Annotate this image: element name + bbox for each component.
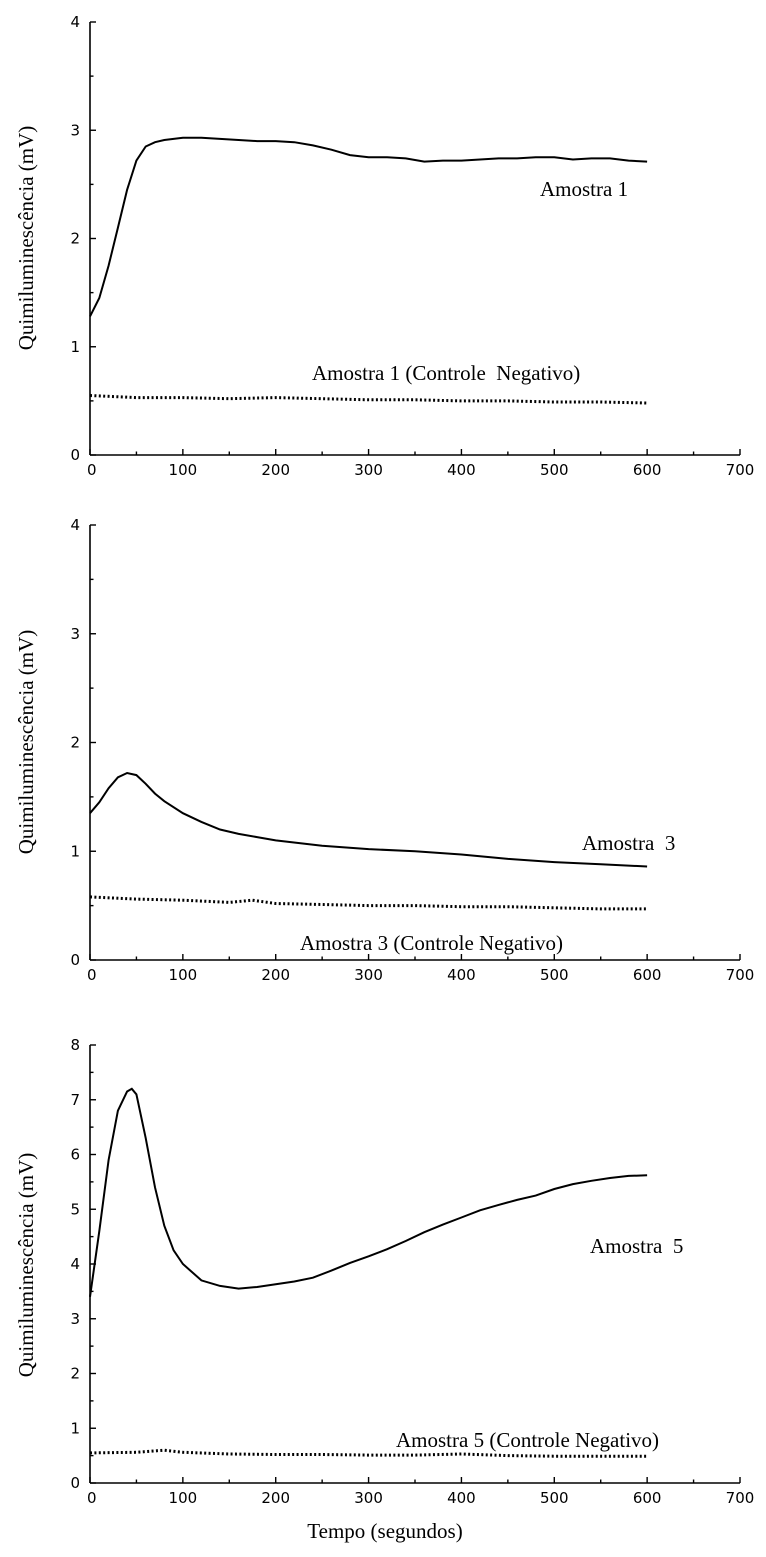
y-tick-label: 3 [70, 625, 80, 643]
y-tick-label: 2 [70, 230, 80, 248]
series-line-3-2 [89, 1448, 648, 1458]
y-axis-title: Quimiluminescência (mV) [14, 126, 38, 351]
y-tick-label: 8 [70, 1036, 80, 1054]
x-tick-label: 100 [169, 461, 198, 479]
x-tick-label: 200 [261, 966, 290, 984]
series-line-2-2 [89, 895, 648, 911]
x-axis-title: Tempo (segundos) [307, 1519, 462, 1543]
x-tick-label: 400 [447, 461, 476, 479]
y-tick-label: 1 [70, 842, 80, 860]
x-tick-label: 700 [726, 1489, 755, 1507]
x-tick-label: 500 [540, 966, 569, 984]
y-tick-label: 0 [70, 446, 80, 464]
y-tick-label: 3 [70, 121, 80, 139]
series-line-3-1 [89, 1087, 648, 1297]
y-tick-label: 4 [70, 13, 80, 31]
y-tick-label: 4 [70, 516, 80, 534]
y-tick-label: 2 [70, 734, 80, 752]
series-line-1-1 [89, 136, 648, 317]
y-tick-label: 0 [70, 1474, 80, 1492]
series-label-2-1: Amostra 3 [582, 831, 675, 855]
x-tick-label: 700 [726, 461, 755, 479]
x-tick-label: 600 [633, 461, 662, 479]
y-tick-label: 1 [70, 338, 80, 356]
y-axis-title: Quimiluminescência (mV) [14, 1153, 38, 1378]
x-tick-label: 300 [354, 461, 383, 479]
x-tick-label: 100 [169, 966, 198, 984]
chart-panel-1: 0 100 200 300 400 500 600 700 0 1 2 3 4 Quimiluminesc… [14, 13, 754, 479]
x-tick-label: 200 [261, 461, 290, 479]
y-axis-title: Quimiluminescência (mV) [14, 630, 38, 855]
series-label-1-2: Amostra 1 (Controle Negativo) [312, 361, 580, 385]
y-tick-label: 5 [70, 1200, 80, 1218]
x-tick-label: 200 [261, 1489, 290, 1507]
y-tick-label: 7 [70, 1091, 80, 1109]
y-tick-label: 1 [70, 1419, 80, 1437]
chart-panel-3: 0 100 200 300 400 500 600 700 0 1 2 3 4 5 6 7 8 Quimilumi… [14, 1036, 754, 1543]
x-tick-label: 100 [169, 1489, 198, 1507]
series-label-1-1: Amostra 1 [540, 177, 628, 201]
x-tick-label: 600 [633, 966, 662, 984]
x-tick-label: 0 [87, 966, 97, 984]
x-tick-label: 400 [447, 1489, 476, 1507]
x-tick-label: 0 [87, 1489, 97, 1507]
y-tick-label: 0 [70, 951, 80, 969]
x-tick-label: 600 [633, 1489, 662, 1507]
series-line-2-1 [89, 771, 648, 868]
series-line-1-2 [89, 394, 648, 405]
y-tick-label: 6 [70, 1146, 80, 1164]
chart-panel-2: 0 100 200 300 400 500 600 700 0 1 2 3 4 Quimiluminesc… [14, 516, 754, 984]
x-tick-label: 500 [540, 461, 569, 479]
series-label-3-2: Amostra 5 (Controle Negativo) [396, 1428, 659, 1452]
series-label-2-2: Amostra 3 (Controle Negativo) [300, 931, 563, 955]
x-tick-label: 300 [354, 1489, 383, 1507]
y-tick-label: 4 [70, 1255, 80, 1273]
x-tick-label: 300 [354, 966, 383, 984]
x-tick-label: 700 [726, 966, 755, 984]
y-tick-label: 3 [70, 1310, 80, 1328]
series-label-3-1: Amostra 5 [590, 1234, 683, 1258]
x-tick-label: 0 [87, 461, 97, 479]
x-tick-label: 400 [447, 966, 476, 984]
x-tick-label: 500 [540, 1489, 569, 1507]
y-tick-label: 2 [70, 1365, 80, 1383]
